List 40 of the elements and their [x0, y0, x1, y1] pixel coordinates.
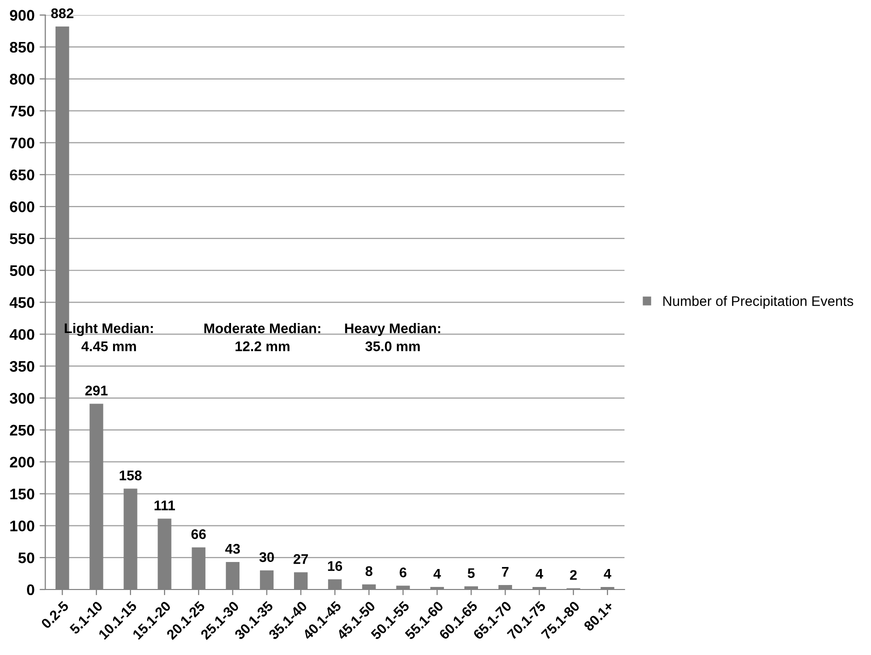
y-tick-label: 900: [10, 10, 34, 21]
y-tick-label: 250: [10, 424, 34, 436]
legend-label: Number of Precipitation Events: [663, 296, 854, 309]
y-tick-label: 200: [10, 456, 34, 468]
y-tick-label: 800: [10, 74, 34, 85]
data-label: 158: [120, 470, 142, 480]
data-label: 882: [51, 8, 74, 18]
data-label: 30: [259, 552, 274, 562]
data-label: 4: [433, 568, 441, 579]
data-label: 4: [536, 568, 544, 579]
y-tick-label: 450: [10, 297, 34, 308]
y-tick-label: 100: [10, 520, 34, 532]
annotation: Moderate Median: 12.2 mm: [204, 323, 320, 352]
y-tick-label: 600: [10, 201, 34, 212]
data-label: 6: [400, 568, 406, 578]
y-tick-label: 650: [10, 170, 34, 180]
y-tick-label: 700: [10, 138, 34, 148]
data-label: 4: [604, 568, 612, 579]
data-label: 2: [570, 570, 577, 580]
annotation: Heavy Median: 35.0 mm: [345, 323, 440, 352]
y-tick-label: 350: [10, 360, 34, 372]
y-tick-label: 500: [10, 265, 34, 276]
y-tick-label: 750: [10, 106, 34, 116]
y-tick-label: 150: [10, 488, 34, 500]
data-label: 111: [154, 500, 175, 510]
y-tick-label: 0: [26, 584, 34, 596]
data-label: 8: [366, 566, 372, 576]
data-label: 27: [294, 554, 308, 564]
data-label: 5: [468, 568, 475, 578]
data-label: 16: [328, 561, 342, 571]
data-label: 43: [225, 544, 240, 554]
y-tick-label: 300: [10, 392, 34, 404]
data-label: 7: [502, 567, 509, 577]
y-tick-label: 50: [18, 552, 34, 564]
annotation: Light Median: 4.45 mm: [64, 322, 153, 352]
y-tick-label: 400: [10, 329, 34, 340]
y-tick-label: 550: [10, 233, 34, 244]
data-label: 291: [85, 386, 108, 396]
data-label: 66: [191, 529, 206, 540]
y-tick-label: 850: [10, 42, 34, 53]
